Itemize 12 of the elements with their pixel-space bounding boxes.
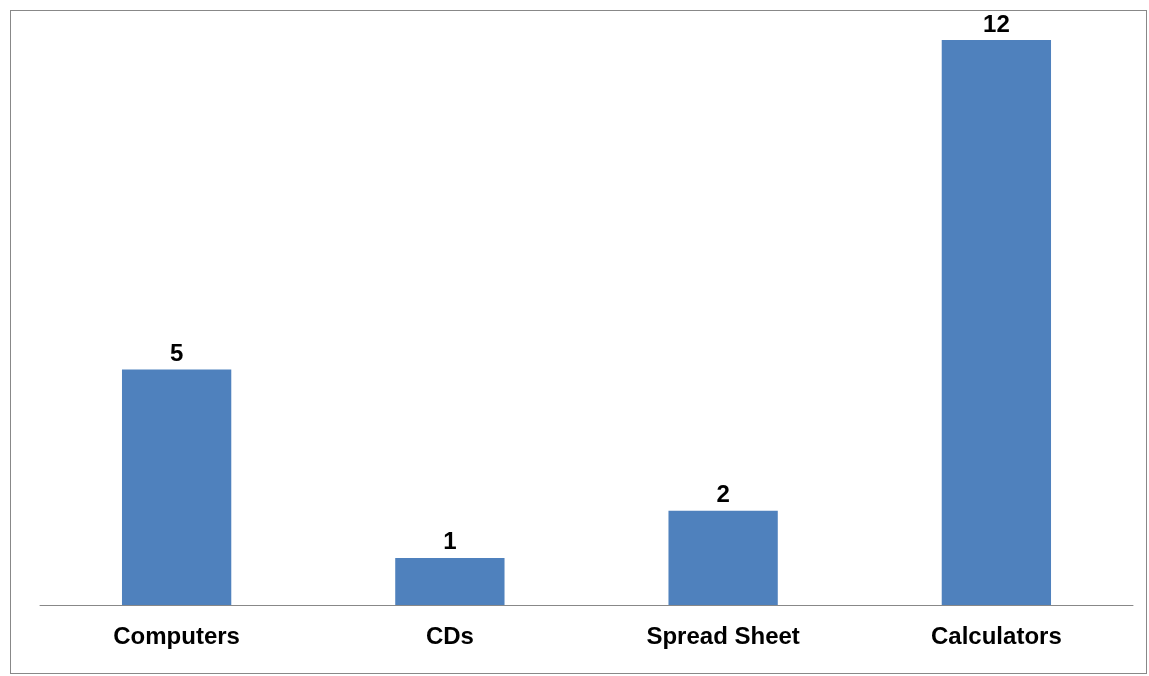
x-tick-label: CDs [425,621,474,649]
x-tick-label: Calculators [931,621,1062,649]
x-tick-label: Computers [113,621,240,649]
data-label: 1 [443,527,457,555]
bar [668,510,778,605]
data-label: 12 [983,9,1010,37]
data-label: 2 [716,480,730,508]
x-tick-label: Spread Sheet [646,621,800,649]
data-label: 5 [169,339,184,367]
bar [121,369,232,605]
bar [941,40,1052,605]
bar [395,557,505,605]
